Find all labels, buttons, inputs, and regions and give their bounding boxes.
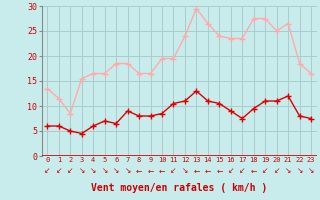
Text: ↘: ↘ xyxy=(124,166,131,176)
Text: ↙: ↙ xyxy=(170,166,177,176)
Text: ↘: ↘ xyxy=(308,166,314,176)
Text: ←: ← xyxy=(251,166,257,176)
Text: ←: ← xyxy=(216,166,222,176)
Text: ↙: ↙ xyxy=(67,166,74,176)
Text: ↙: ↙ xyxy=(44,166,51,176)
Text: ↘: ↘ xyxy=(78,166,85,176)
Text: ←: ← xyxy=(159,166,165,176)
Text: ←: ← xyxy=(205,166,211,176)
Text: ↙: ↙ xyxy=(56,166,62,176)
Text: ↙: ↙ xyxy=(239,166,245,176)
Text: ↘: ↘ xyxy=(296,166,303,176)
Text: ←: ← xyxy=(136,166,142,176)
Text: ↘: ↘ xyxy=(182,166,188,176)
X-axis label: Vent moyen/en rafales ( km/h ): Vent moyen/en rafales ( km/h ) xyxy=(91,183,267,193)
Text: ↙: ↙ xyxy=(228,166,234,176)
Text: ←: ← xyxy=(193,166,200,176)
Text: ↙: ↙ xyxy=(274,166,280,176)
Text: ↘: ↘ xyxy=(101,166,108,176)
Text: ↘: ↘ xyxy=(113,166,119,176)
Text: ←: ← xyxy=(147,166,154,176)
Text: ↘: ↘ xyxy=(285,166,291,176)
Text: ↘: ↘ xyxy=(90,166,96,176)
Text: ↙: ↙ xyxy=(262,166,268,176)
